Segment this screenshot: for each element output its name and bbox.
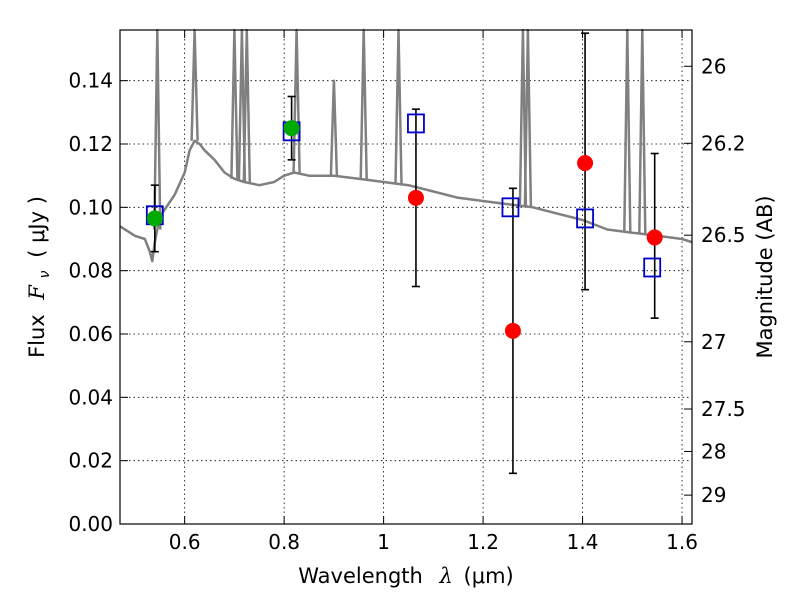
emission-line-spike <box>292 28 301 174</box>
y-axis-title-unit: ( μJy ) <box>25 196 49 258</box>
photometry-points <box>145 32 663 475</box>
y-tick-label: 0.08 <box>68 259 113 283</box>
x-tick-label: 1.6 <box>666 530 698 554</box>
magnitude-tick-label: 26.5 <box>701 223 746 247</box>
y-tick-label: 0.04 <box>68 385 113 409</box>
emission-line-spike <box>623 28 632 233</box>
emission-line-spike <box>523 28 533 207</box>
x-tick-label: 1 <box>377 530 390 554</box>
y-axis-title-prefix: Flux <box>25 314 49 358</box>
y-tick-label: 0.12 <box>68 132 113 156</box>
y-tick-label: 0.02 <box>68 449 113 473</box>
model-photometry-point <box>407 113 425 134</box>
model-photometry-point <box>576 208 594 229</box>
emission-line-spike <box>230 28 239 179</box>
measured-point <box>504 322 521 339</box>
y-tick-label: 0.00 <box>68 512 113 536</box>
emission-line-spike <box>329 79 339 176</box>
emission-line-spike <box>242 28 252 183</box>
magnitude-tick-label: 28 <box>701 439 726 463</box>
detection-point <box>146 210 163 227</box>
emission-line-spike <box>638 28 647 234</box>
magnitude-tick-label: 26 <box>701 54 726 78</box>
magnitude-tick-label: 27 <box>701 330 726 354</box>
y-axis-title-symbol: F <box>25 284 49 301</box>
magnitude-tick-label: 29 <box>701 483 726 507</box>
grid <box>120 30 692 525</box>
y-axis-title: Flux F ν ( μJy ) <box>25 196 54 358</box>
plot-frame <box>119 29 693 525</box>
x-tick-label: 1.2 <box>467 530 499 554</box>
x-tick-label: 1.4 <box>567 530 599 554</box>
x-tick-label: 0.6 <box>169 530 201 554</box>
magnitude-tick-label: 27.5 <box>701 397 746 421</box>
x-axis-title-symbol: λ <box>439 564 453 588</box>
y-tick-label: 0.14 <box>68 69 113 93</box>
model-photometry-point <box>501 197 520 218</box>
emission-line-spike <box>394 28 403 184</box>
measured-point <box>577 155 594 171</box>
x-axis-title-unit: (μm) <box>464 564 514 588</box>
right-axis-title: Magnitude (AB) <box>753 195 777 358</box>
y-tick-label: 0.06 <box>68 322 113 346</box>
axes: 0.6 0.8 1 1.2 1.4 1.6 0.00 0.02 0.04 0.06 0.08 0.10… <box>68 30 746 554</box>
x-axis-title-prefix: Wavelength <box>298 564 423 588</box>
measured-point <box>407 189 424 206</box>
model-spectrum <box>119 28 693 263</box>
emission-line-spike <box>359 28 368 180</box>
y-axis-title-subscript: ν <box>37 270 53 278</box>
x-axis-title: Wavelength λ (μm) <box>298 564 513 588</box>
model-continuum-line <box>119 139 693 263</box>
x-tick-label: 0.8 <box>268 530 300 554</box>
model-photometry-point <box>643 257 662 278</box>
magnitude-tick-label: 26.2 <box>701 131 746 155</box>
measured-point <box>646 229 663 246</box>
y-tick-label: 0.10 <box>68 195 113 219</box>
detection-point <box>283 120 300 137</box>
emission-line-spike <box>190 28 199 141</box>
